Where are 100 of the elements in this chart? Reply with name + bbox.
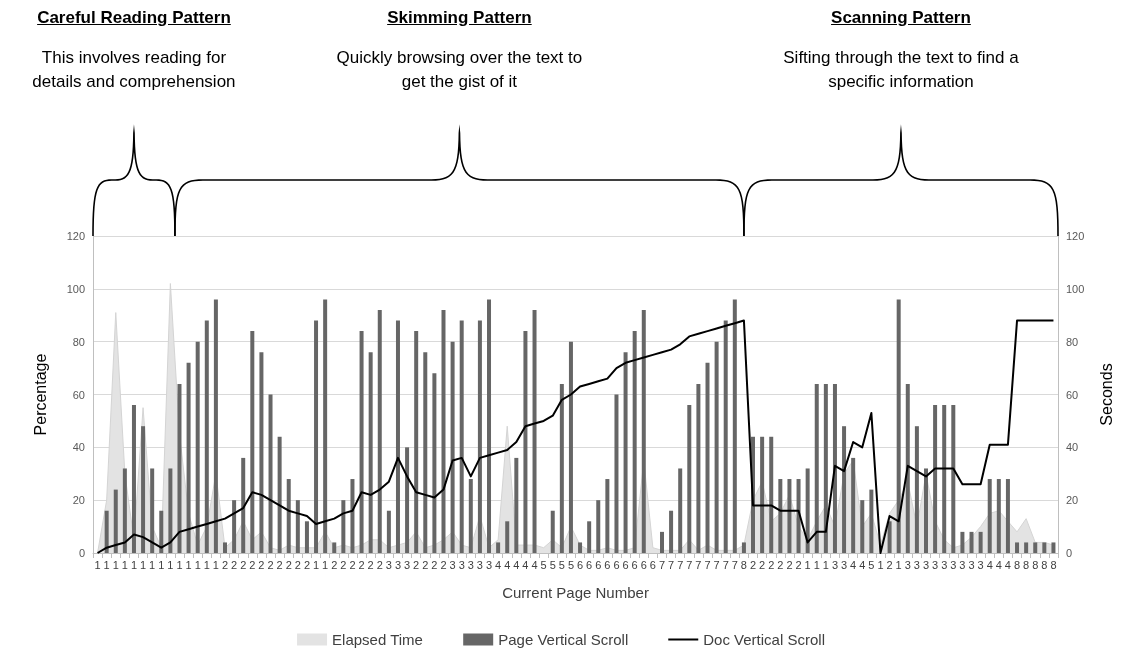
x-tick-label: 3 — [476, 558, 483, 571]
bar — [550, 510, 555, 553]
bar — [760, 436, 765, 553]
bar — [669, 510, 674, 553]
y-axis-title: Percentage — [31, 353, 49, 436]
x-tick-label: 1 — [822, 558, 829, 571]
x-tick-label: 5 — [868, 558, 875, 571]
x-tick-label: 2 — [367, 558, 374, 571]
bar — [842, 426, 847, 553]
bar — [459, 320, 464, 553]
x-tick-label: 2 — [440, 558, 447, 571]
x-tick-label: 8 — [1023, 558, 1030, 571]
x-tick-label: 7 — [704, 558, 711, 571]
bar — [350, 479, 355, 553]
x-tick-label: 1 — [312, 558, 320, 571]
bar — [441, 309, 446, 553]
x-tick-label: 1 — [140, 558, 147, 571]
y2-axis-title: Seconds — [1097, 363, 1115, 426]
bar — [869, 489, 874, 553]
bar — [987, 479, 992, 553]
x-tick-label: 2 — [249, 558, 256, 571]
x-tick-label: 4 — [850, 558, 857, 571]
x-tick-label: 3 — [385, 558, 392, 571]
y2-tick-label: 60 — [1066, 388, 1079, 401]
bar — [523, 331, 528, 553]
bar — [814, 383, 819, 553]
bar — [131, 405, 136, 553]
y2-tick-label: 100 — [1066, 282, 1085, 295]
text: This involves reading for details and comprehension — [31, 47, 237, 93]
bar — [1033, 542, 1038, 553]
bar — [641, 309, 646, 553]
x-tick-label: 2 — [258, 558, 265, 571]
bar — [377, 309, 382, 553]
bar — [687, 405, 692, 553]
x-tick-label: 2 — [285, 558, 292, 571]
bar — [341, 500, 346, 553]
bar — [896, 299, 901, 553]
x-tick-label: 6 — [604, 558, 611, 571]
bar — [951, 405, 956, 553]
x-tick-label: 3 — [950, 558, 957, 571]
bar — [769, 436, 774, 553]
bar — [314, 320, 319, 553]
x-tick-label: 1 — [130, 558, 138, 571]
y2-tick-label: 120 — [1066, 230, 1085, 242]
x-tick-label: 3 — [831, 558, 839, 571]
legend-label: Page Vertical Scroll — [498, 631, 629, 648]
x-tick-label: 1 — [112, 558, 119, 571]
x-tick-label: 1 — [94, 558, 101, 571]
x-tick-label: 1 — [203, 558, 210, 571]
x-tick-label: 1 — [121, 558, 128, 571]
x-tick-label: 1 — [804, 558, 811, 571]
bar — [514, 457, 519, 553]
bar — [141, 426, 146, 553]
bar — [304, 521, 309, 553]
x-tick-label: 2 — [376, 558, 383, 571]
x-tick-label: 1 — [103, 558, 110, 571]
y2-tick-label: 40 — [1066, 441, 1079, 454]
bar — [905, 383, 910, 553]
bar — [277, 436, 282, 553]
bar — [832, 383, 837, 553]
bar — [268, 394, 273, 553]
x-tick-label: 8 — [1013, 558, 1021, 571]
bar — [924, 468, 928, 553]
x-tick-label: 1 — [322, 558, 329, 571]
x-tick-label: 2 — [276, 558, 283, 571]
text: Scanning Pattern — [831, 8, 971, 28]
bar — [1042, 542, 1047, 553]
x-tick-label: 2 — [431, 558, 438, 571]
legend-label: Elapsed Time — [332, 631, 423, 648]
x-tick-label: 2 — [340, 558, 347, 571]
x-tick-label: 1 — [185, 558, 192, 571]
x-tick-label: 3 — [913, 558, 920, 571]
bar — [851, 457, 856, 553]
x-tick-label: 3 — [841, 558, 848, 571]
x-tick-label: 8 — [1050, 558, 1057, 571]
x-tick-label: 7 — [677, 558, 684, 571]
y-tick-label: 20 — [72, 494, 85, 507]
bar — [860, 500, 865, 553]
x-tick-label: 1 — [813, 558, 820, 571]
x-tick-label: 3 — [485, 558, 493, 571]
x-tick-label: 8 — [1032, 558, 1039, 571]
x-tick-label: 3 — [394, 558, 402, 571]
y2-tick-label: 80 — [1066, 335, 1079, 348]
bar — [250, 331, 255, 553]
x-tick-label: 2 — [413, 558, 420, 571]
bar — [432, 373, 437, 553]
x-tick-label: 2 — [267, 558, 274, 571]
x-tick-label: 6 — [631, 558, 638, 571]
x-tick-label: 4 — [504, 558, 511, 571]
x-tick-label: 4 — [513, 558, 520, 571]
x-tick-label: 4 — [531, 558, 538, 571]
x-tick-label: 2 — [240, 558, 247, 571]
x-tick-label: 6 — [613, 558, 620, 571]
x-tick-label: 8 — [740, 558, 747, 571]
bar — [241, 457, 246, 553]
x-tick-label: 2 — [886, 558, 893, 571]
bar — [623, 352, 628, 553]
x-tick-label: 6 — [622, 558, 629, 571]
bar — [914, 426, 919, 553]
bar — [1051, 542, 1056, 553]
